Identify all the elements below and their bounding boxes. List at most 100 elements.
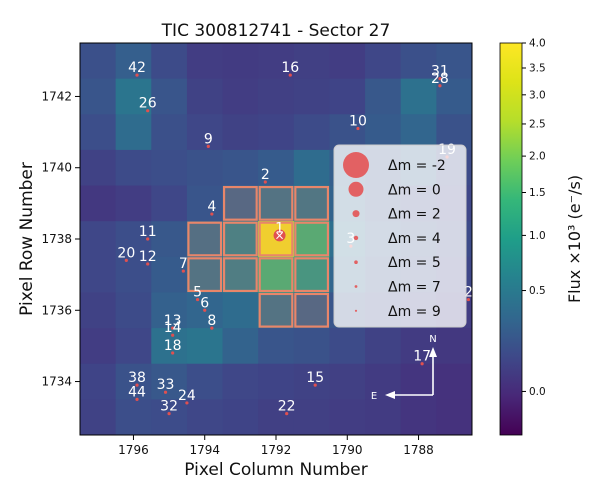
pixel-cell [293,328,330,365]
pixel-cell [365,328,402,365]
star-label: 31 [431,64,449,80]
aperture-pixel [258,185,294,221]
pixel-cell [186,149,224,187]
x-axis-ticks: 1796 1794 1792 1790 1788 [118,435,434,457]
pixel-cell [258,328,295,365]
star-marker [210,212,214,216]
star-label: 11 [139,224,157,240]
star-label: 14 [164,320,182,336]
pixel-cell [293,149,330,187]
x-tick-label: 1792 [261,443,292,457]
pixel-cell [293,221,330,258]
pixel-cell [115,328,152,365]
pixel-cell [222,114,259,151]
star-label: 33 [157,377,175,393]
colorbar-tick-label: 2.0 [529,151,546,163]
x-tick-label: 1788 [403,443,434,457]
pixel-cell [222,399,259,435]
pixel-cell [258,185,295,222]
pixel-cell [329,363,366,400]
pixel-cell [329,43,366,80]
x-tick-label: 1794 [189,443,220,457]
target-cross-icon: × [275,228,285,242]
star-label: 2 [464,285,473,301]
aperture-pixel [222,257,258,293]
pixel-cell [80,78,117,115]
pixel-cell [436,328,472,365]
star-marker [171,326,175,330]
pixel-cell [400,328,437,365]
legend-marker [348,181,364,197]
north-arrow-icon [429,347,437,357]
colorbar-tick-label: 3.5 [529,62,546,74]
pixel-cell [222,363,259,400]
pixel-cell [258,78,295,115]
aperture-pixel [294,221,330,257]
star-marker [356,126,360,131]
pixel-cell [186,43,224,80]
star-marker [146,262,150,266]
pixel-cell [186,328,224,365]
compass-north-label: N [429,334,436,345]
star-label: 24 [178,388,196,404]
pixel-cell [151,292,188,329]
y-axis-ticks: 1734 1736 1738 1740 1742 [41,89,80,389]
pixel-cell [329,399,366,435]
pixel-cell [436,114,472,151]
star-marker [288,73,292,77]
target-star-marker [273,229,286,242]
pixel-cell [151,328,188,365]
pixel-cell [258,149,295,187]
pixel-cell [115,114,152,151]
pixel-cell [186,114,224,151]
pixel-cell [222,78,259,115]
pixel-cell [436,43,472,80]
legend-marker [343,152,369,178]
star-marker [206,144,210,148]
colorbar-ticks: 4.0 3.5 3.0 2.5 2.0 1.5 1.0 0.5 0.0 [522,38,546,398]
pixel-cell [258,399,295,435]
pixel-cell [365,399,402,435]
pixel-cell [436,399,472,435]
y-tick-label: 1742 [41,89,72,103]
pixel-cell [329,328,366,365]
pixel-cell [329,114,366,151]
pixel-cell [222,328,259,365]
star-marker [438,77,442,81]
pixel-cell [115,363,152,400]
pixel-cell [80,328,117,365]
pixel-cell [115,221,152,258]
pixel-cell [151,185,188,222]
aperture-pixel [294,185,330,221]
pixel-cell [293,43,330,80]
east-arrow-icon [385,391,395,399]
star-marker [181,269,185,273]
y-tick-label: 1736 [41,303,72,317]
star-marker [135,397,139,401]
pixel-cell [151,399,188,435]
pixel-cell [80,185,117,222]
aperture-pixel [222,185,258,221]
legend-marker [352,210,360,218]
pixel-cell [151,363,188,400]
x-tick-label: 1790 [332,443,363,457]
aperture-pixel [258,292,294,328]
pixel-cell [365,43,402,80]
star-markers: × [124,73,471,416]
colorbar-tick-label: 3.0 [529,89,546,101]
compass-east-label: E [371,391,377,402]
pixel-cell [80,221,117,258]
pixel-cell [436,363,472,400]
y-tick-label: 1738 [41,232,72,246]
colorbar-tick-label: 1.0 [529,230,546,242]
pixel-cell [293,114,330,151]
pixel-cell [258,256,295,293]
star-marker [285,412,289,416]
pixel-cell [186,221,224,258]
pixel-cell [151,78,188,115]
star-marker [210,326,214,330]
star-label: 28 [431,71,449,87]
pixel-cell [115,149,152,187]
pixel-cell [222,185,259,222]
pixel-cell [115,399,152,435]
